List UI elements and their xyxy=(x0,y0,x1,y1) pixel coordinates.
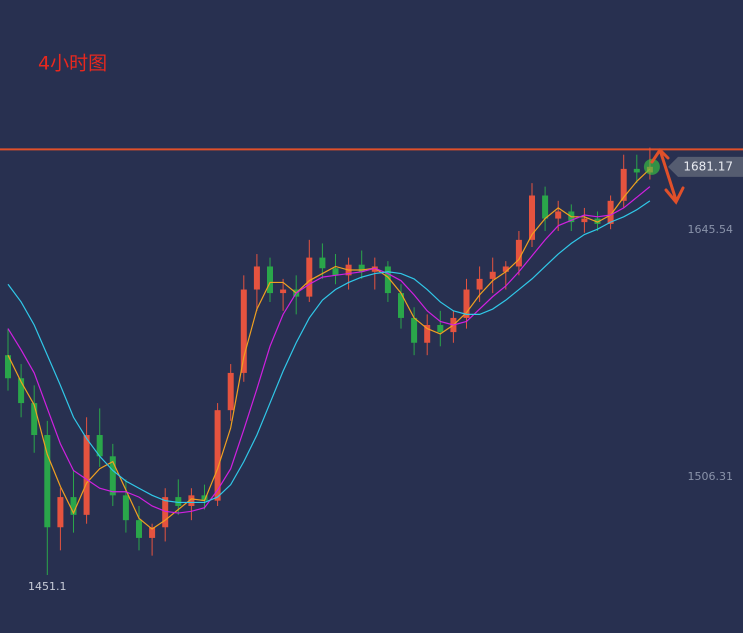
candle-body xyxy=(149,527,156,538)
candle-body xyxy=(476,278,483,290)
candle-body xyxy=(188,495,195,506)
candle-body xyxy=(411,317,418,343)
current-price-tag xyxy=(668,156,743,177)
current-price-glow xyxy=(643,158,660,175)
candle-body xyxy=(122,495,129,521)
candle-body xyxy=(515,239,522,267)
y-tick-label: 1645.54 xyxy=(688,223,734,236)
candle-body xyxy=(529,195,535,240)
down-arrow xyxy=(650,148,685,205)
candle-body xyxy=(306,257,313,297)
candle-body xyxy=(489,271,496,279)
candle-body xyxy=(253,266,260,290)
candle-body xyxy=(620,168,627,201)
candle-body xyxy=(201,495,208,501)
candle-body xyxy=(136,520,142,538)
candle-body xyxy=(332,268,339,276)
candle-body xyxy=(437,325,444,333)
chart-title: 4小时图 xyxy=(38,53,107,75)
candle-body xyxy=(555,211,562,219)
candle-body xyxy=(83,435,90,515)
candle-body xyxy=(607,200,614,224)
candle-body xyxy=(214,410,221,501)
candle-body xyxy=(358,264,365,272)
moving-average-line xyxy=(7,200,651,504)
current-price-label: 1681.17 xyxy=(683,159,733,173)
y-tick-label: 1506.31 xyxy=(688,470,734,483)
candle-body xyxy=(384,266,391,294)
candle-body xyxy=(319,257,326,269)
candle-body xyxy=(280,289,287,294)
candle-body xyxy=(175,497,182,506)
low-price-label: 1451.1 xyxy=(28,580,67,593)
candle-body xyxy=(162,497,169,528)
moving-average-line xyxy=(7,168,651,530)
candle-body xyxy=(44,435,51,528)
candle-body xyxy=(57,497,64,528)
candle-body xyxy=(502,266,509,272)
candle-body xyxy=(267,266,273,294)
candle-body xyxy=(594,218,601,224)
candle-body xyxy=(96,435,103,457)
candle-body xyxy=(240,289,247,373)
candle-body xyxy=(581,218,588,223)
candle-body xyxy=(109,456,116,496)
candle-body xyxy=(398,293,404,318)
candle-body xyxy=(5,355,11,379)
candle-body xyxy=(70,497,77,515)
candle-body xyxy=(31,403,38,436)
candle-body xyxy=(227,372,234,411)
candle-body xyxy=(371,266,378,272)
candle-body xyxy=(542,195,549,219)
candle-body xyxy=(633,168,640,173)
moving-average-line xyxy=(7,186,651,514)
candle-body xyxy=(18,378,25,404)
candle-body xyxy=(424,325,431,343)
candle-body xyxy=(463,289,470,318)
